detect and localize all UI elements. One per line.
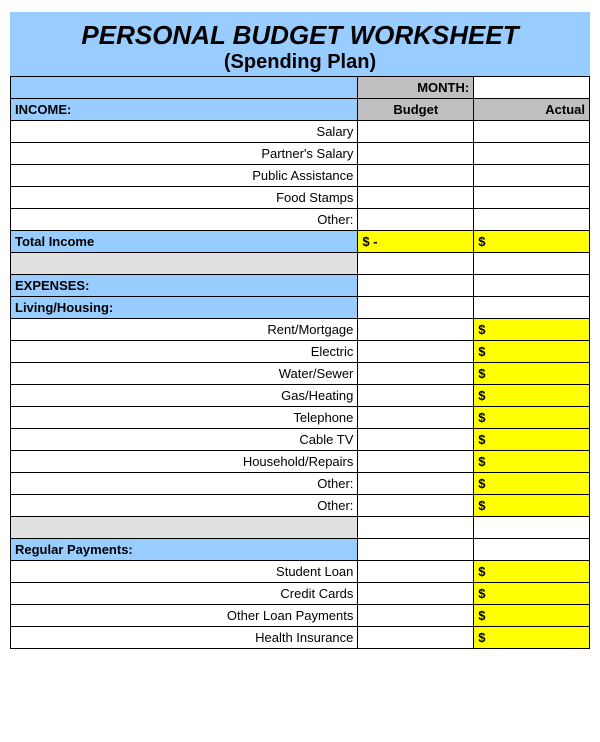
expense-row: Electric $ <box>11 341 590 363</box>
expenses-header-row: EXPENSES: <box>11 275 590 297</box>
budget-cell[interactable] <box>358 605 474 627</box>
income-row: Partner's Salary <box>11 143 590 165</box>
expense-row: Health Insurance $ <box>11 627 590 649</box>
budget-cell[interactable] <box>358 429 474 451</box>
budget-table: MONTH: INCOME: Budget Actual Salary Part… <box>10 76 590 649</box>
expenses-section-label: EXPENSES: <box>11 275 358 297</box>
budget-cell[interactable] <box>358 341 474 363</box>
expense-item-label: Household/Repairs <box>11 451 358 473</box>
budget-cell[interactable] <box>358 121 474 143</box>
income-item-label: Other: <box>11 209 358 231</box>
expense-item-label: Other: <box>11 495 358 517</box>
regular-header-row: Regular Payments: <box>11 539 590 561</box>
budget-cell[interactable] <box>358 627 474 649</box>
actual-cell[interactable] <box>474 165 590 187</box>
expense-item-label: Student Loan <box>11 561 358 583</box>
month-input-cell[interactable] <box>474 77 590 99</box>
budget-cell[interactable] <box>358 473 474 495</box>
total-income-row: Total Income $ - $ <box>11 231 590 253</box>
expense-item-label: Credit Cards <box>11 583 358 605</box>
actual-cell[interactable]: $ <box>474 451 590 473</box>
actual-cell[interactable] <box>474 143 590 165</box>
income-section-label: INCOME: <box>11 99 358 121</box>
expense-item-label: Health Insurance <box>11 627 358 649</box>
spacer-row <box>11 517 590 539</box>
worksheet-title: PERSONAL BUDGET WORKSHEET <box>10 20 590 51</box>
total-income-label: Total Income <box>11 231 358 253</box>
actual-cell[interactable]: $ <box>474 583 590 605</box>
spacer-row <box>11 253 590 275</box>
expense-row: Other Loan Payments $ <box>11 605 590 627</box>
actual-cell[interactable]: $ <box>474 627 590 649</box>
budget-cell[interactable] <box>358 583 474 605</box>
actual-cell[interactable] <box>474 121 590 143</box>
expense-row: Other: $ <box>11 473 590 495</box>
expense-row: Cable TV $ <box>11 429 590 451</box>
expense-row: Credit Cards $ <box>11 583 590 605</box>
budget-cell[interactable] <box>358 319 474 341</box>
expense-row: Water/Sewer $ <box>11 363 590 385</box>
income-row: Salary <box>11 121 590 143</box>
income-item-label: Salary <box>11 121 358 143</box>
expense-row: Household/Repairs $ <box>11 451 590 473</box>
actual-cell[interactable]: $ <box>474 385 590 407</box>
budget-cell[interactable] <box>358 165 474 187</box>
expense-item-label: Other Loan Payments <box>11 605 358 627</box>
expense-row: Student Loan $ <box>11 561 590 583</box>
budget-cell[interactable] <box>358 209 474 231</box>
income-row: Food Stamps <box>11 187 590 209</box>
actual-cell[interactable] <box>474 209 590 231</box>
actual-cell[interactable]: $ <box>474 407 590 429</box>
total-income-budget: $ - <box>358 231 474 253</box>
regular-section-label: Regular Payments: <box>11 539 358 561</box>
income-row: Public Assistance <box>11 165 590 187</box>
income-item-label: Food Stamps <box>11 187 358 209</box>
living-section-label: Living/Housing: <box>11 297 358 319</box>
month-label: MONTH: <box>358 77 474 99</box>
worksheet-subtitle: (Spending Plan) <box>10 51 590 74</box>
expense-item-label: Rent/Mortgage <box>11 319 358 341</box>
expense-row: Other: $ <box>11 495 590 517</box>
expense-item-label: Telephone <box>11 407 358 429</box>
budget-cell[interactable] <box>358 451 474 473</box>
worksheet-header: PERSONAL BUDGET WORKSHEET (Spending Plan… <box>10 12 590 76</box>
actual-cell[interactable]: $ <box>474 429 590 451</box>
actual-cell[interactable]: $ <box>474 319 590 341</box>
month-row: MONTH: <box>11 77 590 99</box>
expense-row: Telephone $ <box>11 407 590 429</box>
income-item-label: Partner's Salary <box>11 143 358 165</box>
budget-cell[interactable] <box>358 385 474 407</box>
budget-cell[interactable] <box>358 187 474 209</box>
income-row: Other: <box>11 209 590 231</box>
income-header-row: INCOME: Budget Actual <box>11 99 590 121</box>
expense-row: Rent/Mortgage $ <box>11 319 590 341</box>
actual-cell[interactable]: $ <box>474 363 590 385</box>
budget-col-header: Budget <box>358 99 474 121</box>
actual-cell[interactable]: $ <box>474 561 590 583</box>
actual-cell[interactable] <box>474 187 590 209</box>
actual-cell[interactable]: $ <box>474 605 590 627</box>
actual-cell[interactable]: $ <box>474 473 590 495</box>
budget-cell[interactable] <box>358 363 474 385</box>
actual-col-header: Actual <box>474 99 590 121</box>
budget-cell[interactable] <box>358 143 474 165</box>
total-income-actual: $ <box>474 231 590 253</box>
expense-item-label: Other: <box>11 473 358 495</box>
expense-item-label: Water/Sewer <box>11 363 358 385</box>
expense-item-label: Gas/Heating <box>11 385 358 407</box>
living-header-row: Living/Housing: <box>11 297 590 319</box>
expense-item-label: Electric <box>11 341 358 363</box>
budget-cell[interactable] <box>358 561 474 583</box>
expense-item-label: Cable TV <box>11 429 358 451</box>
actual-cell[interactable]: $ <box>474 341 590 363</box>
actual-cell[interactable]: $ <box>474 495 590 517</box>
budget-cell[interactable] <box>358 407 474 429</box>
expense-row: Gas/Heating $ <box>11 385 590 407</box>
budget-cell[interactable] <box>358 495 474 517</box>
income-item-label: Public Assistance <box>11 165 358 187</box>
